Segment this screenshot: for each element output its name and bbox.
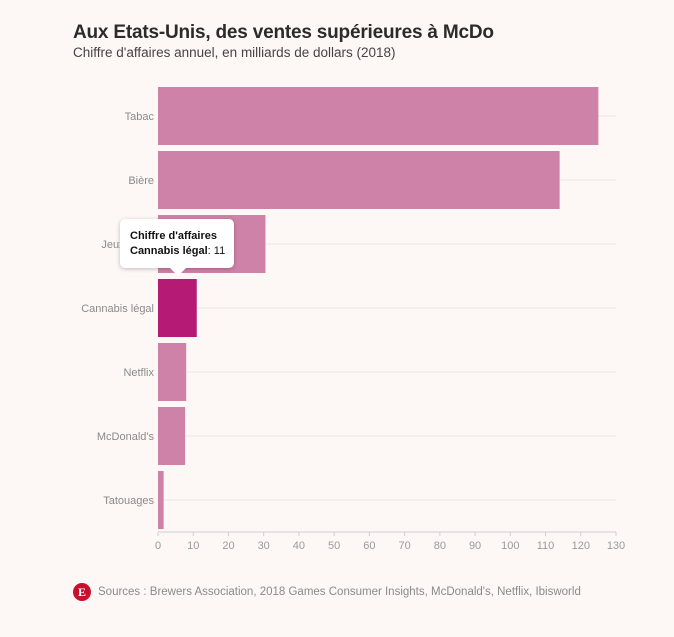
tooltip-series-label: Chiffre d'affaires: [130, 230, 217, 242]
x-tick-label: 50: [328, 540, 340, 552]
x-tick-label: 40: [293, 540, 305, 552]
category-label: McDonald's: [97, 431, 155, 443]
x-tick-label: 80: [434, 540, 446, 552]
chart-title: Aux Etats-Unis, des ventes supérieures à…: [73, 22, 494, 43]
x-tick-label: 30: [258, 540, 270, 552]
category-label: Cannabis légal: [81, 303, 154, 315]
x-tick-label: 110: [537, 540, 555, 552]
x-tick-label: 60: [363, 540, 375, 552]
publisher-logo: E: [73, 583, 91, 601]
x-tick-label: 130: [607, 540, 625, 552]
x-tick-label: 120: [572, 540, 590, 552]
category-label: Tabac: [125, 111, 155, 123]
bar: [158, 471, 164, 529]
category-label: Netflix: [123, 367, 154, 379]
bar: [158, 151, 560, 209]
bar: [158, 87, 599, 145]
x-tick-label: 0: [155, 540, 161, 552]
bar: [158, 343, 187, 401]
x-tick-label: 90: [469, 540, 481, 552]
chart-subtitle: Chiffre d'affaires annuel, en milliards …: [73, 45, 396, 60]
x-tick-label: 70: [398, 540, 410, 552]
bar: [158, 407, 186, 465]
x-tick-label: 20: [222, 540, 234, 552]
tooltip-value: 11: [213, 245, 226, 257]
source-text: Sources : Brewers Association, 2018 Game…: [98, 586, 581, 598]
bar: [158, 279, 197, 337]
bar-tooltip: Chiffre d'affaires Cannabis légal: 11: [120, 219, 234, 276]
tooltip-pointer: [170, 268, 186, 276]
x-tick-label: 10: [187, 540, 199, 552]
category-label: Bière: [128, 175, 154, 187]
x-tick-label: 100: [501, 540, 519, 552]
source-footer: E Sources : Brewers Association, 2018 Ga…: [73, 583, 581, 601]
tooltip-category-label: Cannabis légal: [130, 245, 208, 257]
category-label: Tatouages: [103, 495, 154, 507]
